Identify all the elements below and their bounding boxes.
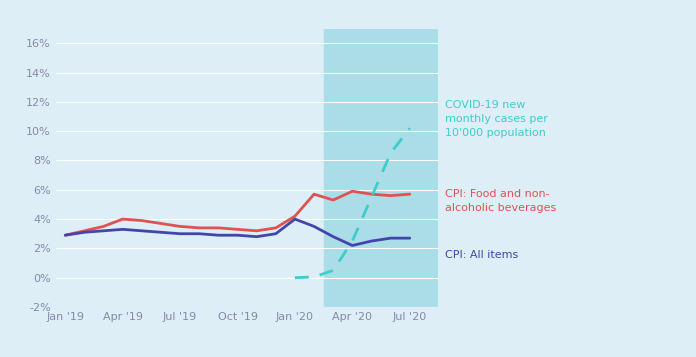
Text: CPI: Food and non-
alcoholic beverages: CPI: Food and non- alcoholic beverages <box>445 189 557 213</box>
Text: CPI: All items: CPI: All items <box>445 250 519 260</box>
Bar <box>324 29 438 307</box>
Text: COVID-19 new
monthly cases per
10'000 population: COVID-19 new monthly cases per 10'000 po… <box>445 100 548 138</box>
